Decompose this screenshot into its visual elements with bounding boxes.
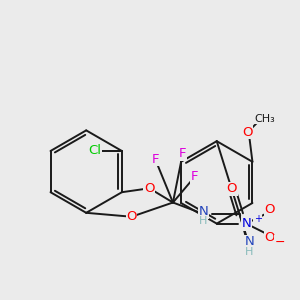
Text: F: F (152, 153, 159, 166)
Text: +: + (254, 214, 262, 224)
Text: N: N (199, 205, 208, 218)
Text: Cl: Cl (88, 145, 101, 158)
Text: O: O (226, 182, 237, 195)
Text: N: N (241, 217, 251, 230)
Text: O: O (126, 210, 137, 223)
Text: F: F (179, 147, 187, 160)
Text: CH₃: CH₃ (255, 114, 276, 124)
Text: N: N (244, 235, 254, 248)
Text: O: O (265, 231, 275, 244)
Text: F: F (191, 170, 198, 184)
Text: H: H (245, 247, 254, 256)
Text: H: H (199, 216, 208, 226)
Text: O: O (144, 182, 154, 195)
Text: −: − (274, 236, 285, 249)
Text: O: O (242, 126, 253, 139)
Text: O: O (265, 203, 275, 216)
